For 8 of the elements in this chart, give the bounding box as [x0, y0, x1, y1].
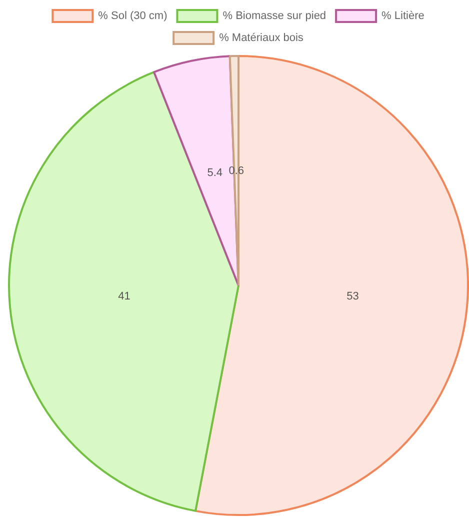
- data-label: 0.6: [228, 164, 244, 177]
- legend-label: % Sol (30 cm): [98, 10, 168, 22]
- legend-label: % Matériaux bois: [219, 32, 304, 44]
- legend-label: % Litière: [382, 10, 424, 22]
- data-label: 53: [346, 290, 359, 302]
- data-label: 5.4: [207, 167, 223, 180]
- data-label: 41: [118, 290, 130, 302]
- legend-label: % Biomasse sur pied: [222, 10, 326, 22]
